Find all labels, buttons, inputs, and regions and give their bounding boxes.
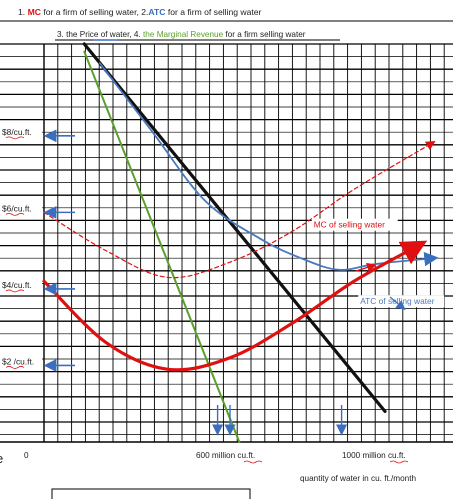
chart-grid [0, 43, 453, 443]
x-tick-label: 600 million cu.ft. [196, 451, 255, 460]
title-part: for a firm of selling water, 2. [41, 7, 148, 17]
title-part: for a firm selling water [223, 30, 306, 39]
y-tick-bg [0, 202, 42, 215]
y-tick-label: $8/cu.ft. [2, 127, 32, 137]
marginal-revenue-line [83, 50, 241, 443]
mc-pointer-arrow [355, 262, 377, 273]
mc-annotation: MC of selling water [314, 220, 385, 230]
y-tick-bg [0, 125, 42, 138]
chart-curves [42, 42, 439, 443]
y-tick-label: $6/cu.ft. [2, 203, 32, 213]
y-tick-bg [0, 278, 42, 291]
spell-squiggle [243, 460, 263, 464]
atc-annotation: ATC of selling water [360, 296, 435, 306]
title-part: for a firm of selling water [165, 7, 261, 17]
y-tick-bg [0, 355, 42, 368]
annotation-bg [311, 218, 398, 231]
mc-curve [42, 240, 428, 372]
mc-dashed-curve [43, 141, 436, 279]
title-part: 3. the [57, 30, 80, 39]
title-banner: 1. MC for a firm of selling water, 2.ATC… [0, 0, 453, 45]
title-part: ATC [148, 7, 165, 17]
y-tick-label: $2 /cu.ft. [2, 356, 34, 366]
clipped-letter: e [0, 451, 3, 466]
title-line-1: 1. MC for a firm of selling water, 2.ATC… [18, 7, 262, 17]
title-part: of water, 4. [98, 30, 143, 39]
y-tick-label: $4/cu.ft. [2, 280, 32, 290]
title-part: the Marginal Revenue [143, 30, 224, 39]
x-tick-label: 1000 million cu.ft. [342, 451, 406, 460]
title-part: 1. [18, 7, 28, 17]
title-part: MC [28, 7, 41, 17]
spell-squiggle [5, 289, 25, 293]
chart-labels: $8/cu.ft. $6/cu.ft. $4/cu.ft. $2 /cu.ft. 0 60… [0, 125, 445, 483]
spell-squiggle [5, 366, 25, 369]
title-part: Price [80, 30, 99, 39]
x-tick-label: 0 [24, 451, 29, 460]
spell-squiggle [389, 460, 409, 464]
title-line-2: 3. the Price of water, 4. the Marginal R… [57, 30, 306, 39]
x-axis-label: quantity of water in cu. ft./month [300, 474, 416, 483]
spell-squiggle [5, 136, 25, 140]
spell-squiggle [5, 212, 25, 216]
atc-pointer-arrow [389, 296, 406, 311]
bottom-input-box [51, 488, 251, 499]
